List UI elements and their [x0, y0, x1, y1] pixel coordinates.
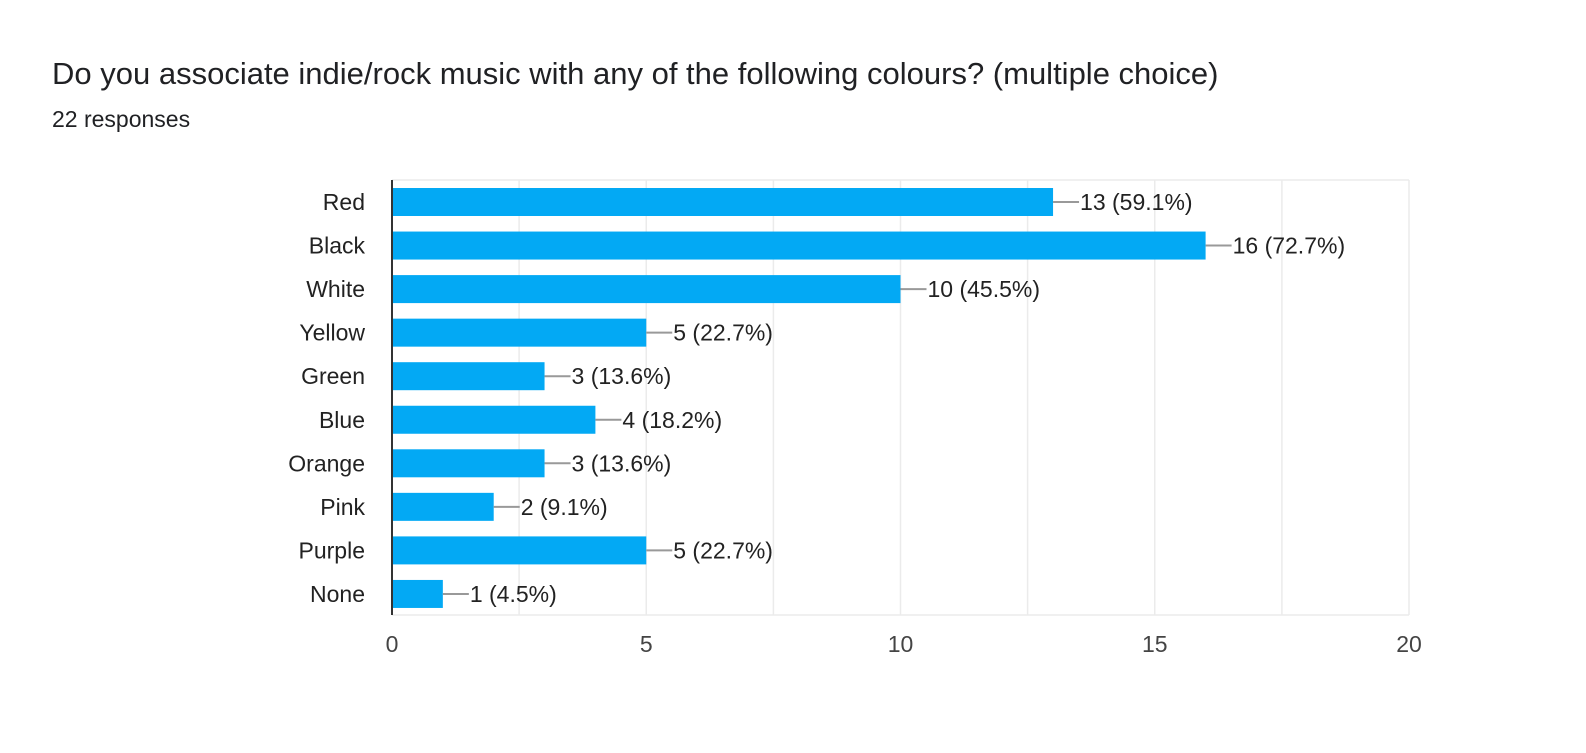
bar-green: [392, 362, 545, 391]
bar-black: [392, 231, 1206, 260]
category-label: Green: [301, 363, 365, 389]
data-label: 1 (4.5%): [470, 581, 557, 607]
data-label: 2 (9.1%): [521, 494, 608, 520]
category-label: None: [310, 581, 365, 607]
category-label: Orange: [288, 450, 365, 476]
bar-none: [392, 579, 443, 608]
category-label: Red: [323, 189, 365, 215]
data-label: 5 (22.7%): [673, 320, 773, 346]
category-label: Yellow: [299, 320, 365, 346]
category-label: Pink: [320, 494, 365, 520]
category-label: Purple: [299, 537, 365, 563]
category-label: Blue: [319, 407, 365, 433]
labels: Red 13 (59.1%) Black 16 (72.7%) White 10 (45.…: [288, 189, 1422, 657]
data-label: 4 (18.2%): [622, 407, 722, 433]
bar-yellow: [392, 318, 647, 347]
category-label: White: [306, 276, 365, 302]
x-tick-label: 0: [386, 631, 399, 657]
response-count: 22 responses: [52, 106, 191, 132]
question-title: Do you associate indie/rock music with a…: [52, 56, 1219, 91]
x-tick-label: 5: [640, 631, 653, 657]
x-tick-label: 10: [888, 631, 914, 657]
data-label: 3 (13.6%): [572, 363, 672, 389]
bar-purple: [392, 536, 647, 565]
data-label: 13 (59.1%): [1080, 189, 1193, 215]
bar-orange: [392, 449, 545, 478]
bar-blue: [392, 405, 596, 434]
category-label: Black: [309, 233, 366, 259]
data-label: 10 (45.5%): [928, 276, 1041, 302]
data-label: 5 (22.7%): [673, 537, 773, 563]
bar-red: [392, 188, 1054, 216]
data-label: 16 (72.7%): [1233, 233, 1346, 259]
bar-pink: [392, 492, 494, 521]
data-label: 3 (13.6%): [572, 450, 672, 476]
x-tick-label: 20: [1396, 631, 1422, 657]
bars: [392, 188, 1232, 608]
x-tick-label: 15: [1142, 631, 1168, 657]
bar-white: [392, 275, 901, 304]
